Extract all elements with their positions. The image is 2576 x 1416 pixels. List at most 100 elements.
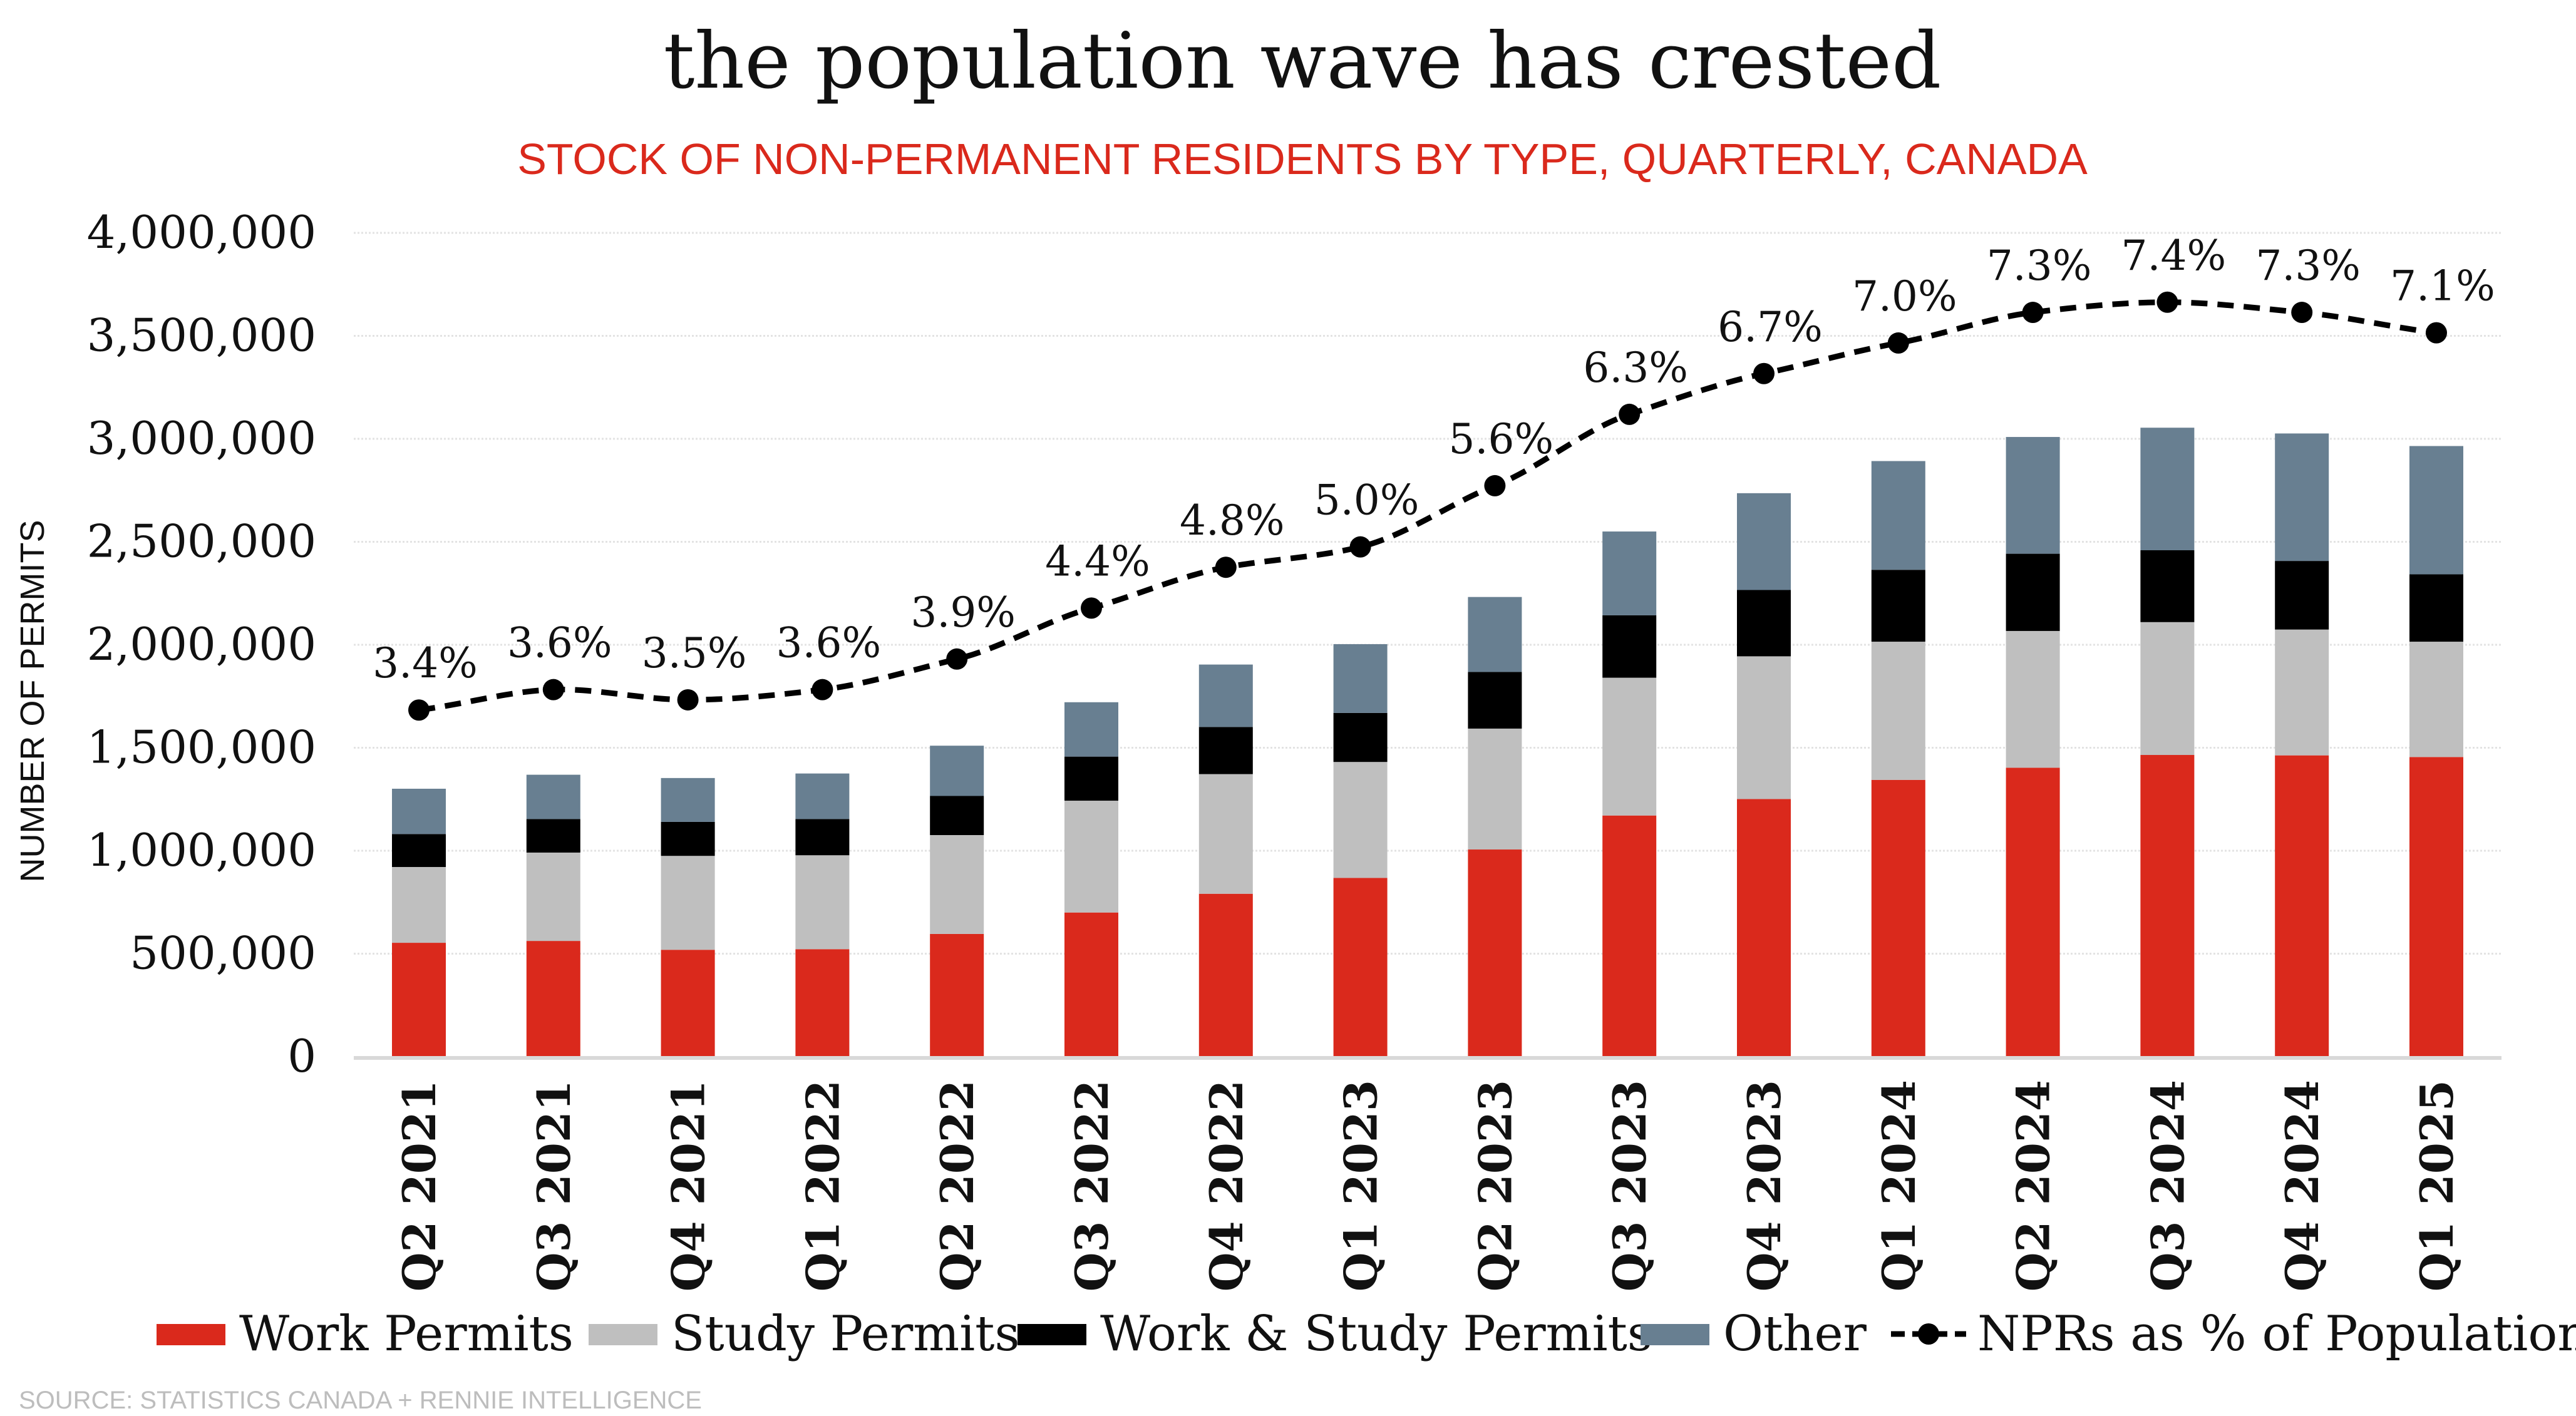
legend-label: Study Permits	[671, 1306, 1020, 1362]
npr-line-point	[677, 689, 699, 711]
npr-line-point	[946, 648, 968, 670]
npr-data-label: 7.3%	[2255, 242, 2361, 290]
x-tick-label: Q1 2025	[2410, 1080, 2463, 1291]
npr-data-label: 3.5%	[642, 629, 747, 677]
bar-segment-work-permits	[1064, 912, 1118, 1057]
bar-segment-study-permits	[1468, 728, 1522, 850]
x-tick-label: Q2 2021	[393, 1080, 446, 1291]
npr-percent-line: 3.4% 3.6% 3.5% 3.6% 3.9% 4.4% 4.8% 5.0% 5.6% 6.3%…	[373, 232, 2495, 721]
bar-segment-work-study-permits	[392, 834, 446, 867]
x-tick-label: Q3 2021	[527, 1080, 580, 1291]
bar-segment-work-study-permits	[526, 819, 580, 853]
bar-segment-work-permits	[1602, 815, 1657, 1057]
npr-line-point	[1215, 557, 1237, 578]
bar-segment-work-study-permits	[661, 821, 715, 856]
bar-segment-other	[1064, 702, 1118, 757]
bar-segment-work-study-permits	[1468, 672, 1522, 729]
bar-segment-study-permits	[2275, 629, 2329, 756]
npr-data-label: 7.4%	[2121, 232, 2227, 280]
bar-segment-work-study-permits	[1737, 590, 1791, 657]
npr-line-point	[2291, 302, 2313, 324]
bar-segment-study-permits	[2006, 630, 2060, 768]
y-axis-ticks: 0 500,000 1,000,000 1,500,000 2,000,000 2,500…	[87, 206, 316, 1082]
chart-title: the population wave has crested	[664, 16, 1942, 106]
x-tick-label: Q3 2023	[1603, 1080, 1656, 1291]
y-tick-label: 0	[287, 1030, 316, 1082]
npr-line-point	[811, 679, 833, 700]
legend: Work Permits Study Permits Work & Study Pe…	[157, 1306, 2576, 1362]
bar-segment-study-permits	[795, 855, 850, 950]
x-tick-label: Q2 2023	[1468, 1080, 1522, 1291]
bar-segment-work-permits	[661, 950, 715, 1057]
y-tick-label: 500,000	[130, 927, 316, 980]
npr-data-label: 7.3%	[1987, 242, 2092, 290]
bar-segment-work-permits	[930, 933, 984, 1057]
bar-segment-study-permits	[1064, 801, 1118, 913]
bar-segment-study-permits	[1198, 774, 1253, 894]
npr-data-label: 7.0%	[1852, 272, 1957, 321]
npr-data-label: 6.7%	[1718, 303, 1823, 351]
bar-segment-work-study-permits	[930, 796, 984, 835]
npr-line-point	[2426, 322, 2447, 344]
npr-data-label: 3.9%	[910, 588, 1016, 637]
npr-line-point	[1349, 536, 1371, 558]
legend-label: Work Permits	[239, 1306, 574, 1362]
bar-segment-study-permits	[392, 866, 446, 943]
bar-segment-study-permits	[526, 852, 580, 941]
bar-segment-other	[1602, 531, 1657, 615]
x-tick-label: Q1 2022	[796, 1080, 849, 1291]
npr-data-label: 6.3%	[1583, 344, 1688, 392]
bar-segment-other	[1737, 493, 1791, 590]
x-tick-label: Q4 2023	[1738, 1080, 1791, 1291]
bar-segment-work-study-permits	[1064, 756, 1118, 801]
npr-line-point	[1753, 362, 1775, 384]
y-tick-label: 1,000,000	[87, 824, 316, 876]
bar-segment-other	[1871, 461, 1925, 570]
bar-segment-work-permits	[2140, 755, 2195, 1057]
npr-line-point	[2022, 302, 2044, 324]
bar-segment-other	[2140, 428, 2195, 550]
npr-line-point	[2156, 291, 2178, 313]
y-tick-label: 3,000,000	[87, 412, 316, 464]
npr-data-label: 5.6%	[1449, 415, 1554, 463]
x-axis-ticks: Q2 2021 Q3 2021 Q4 2021 Q1 2022 Q2 2022 Q3 20…	[393, 1080, 2463, 1291]
bar-segment-work-permits	[1737, 799, 1791, 1057]
bar-segment-work-permits	[392, 943, 446, 1057]
bar-segment-work-permits	[1198, 893, 1253, 1057]
npr-line-point	[1619, 403, 1641, 425]
bar-segment-other	[2409, 446, 2463, 575]
legend-label: NPRs as % of Population	[1977, 1306, 2576, 1362]
bar-segment-other	[1333, 644, 1388, 713]
npr-data-label: 3.4%	[373, 639, 478, 687]
legend-swatch	[1641, 1324, 1709, 1345]
x-tick-label: Q1 2024	[1872, 1080, 1925, 1291]
bar-segment-other	[2275, 433, 2329, 562]
bar-segment-work-permits	[795, 949, 850, 1057]
bar-segment-work-study-permits	[2275, 561, 2329, 630]
npr-line-point	[1081, 597, 1102, 619]
bar-segment-other	[930, 746, 984, 796]
bar-segment-work-permits	[2275, 755, 2329, 1057]
bar-segment-work-permits	[526, 941, 580, 1057]
npr-data-label: 3.6%	[776, 619, 882, 667]
bar-segment-work-study-permits	[2409, 574, 2463, 642]
npr-data-label: 3.6%	[507, 619, 612, 667]
bar-segment-work-study-permits	[795, 819, 850, 856]
x-tick-label: Q4 2024	[2275, 1080, 2329, 1291]
legend-swatch	[157, 1324, 225, 1345]
bar-segment-study-permits	[1602, 677, 1657, 816]
bar-segment-other	[1468, 597, 1522, 672]
legend-swatch	[589, 1324, 657, 1345]
bar-segment-other	[2006, 437, 2060, 554]
bar-segment-study-permits	[1737, 656, 1791, 799]
bar-segment-other	[526, 774, 580, 819]
npr-data-label: 5.0%	[1314, 476, 1419, 525]
npr-line-point	[1484, 475, 1506, 496]
legend-label: Work & Study Permits	[1100, 1306, 1652, 1362]
bar-segment-study-permits	[2409, 642, 2463, 757]
bar-segment-work-study-permits	[1198, 727, 1253, 774]
y-tick-label: 3,500,000	[87, 309, 316, 362]
bar-segment-other	[1198, 664, 1253, 727]
bar-segment-work-study-permits	[1602, 615, 1657, 678]
